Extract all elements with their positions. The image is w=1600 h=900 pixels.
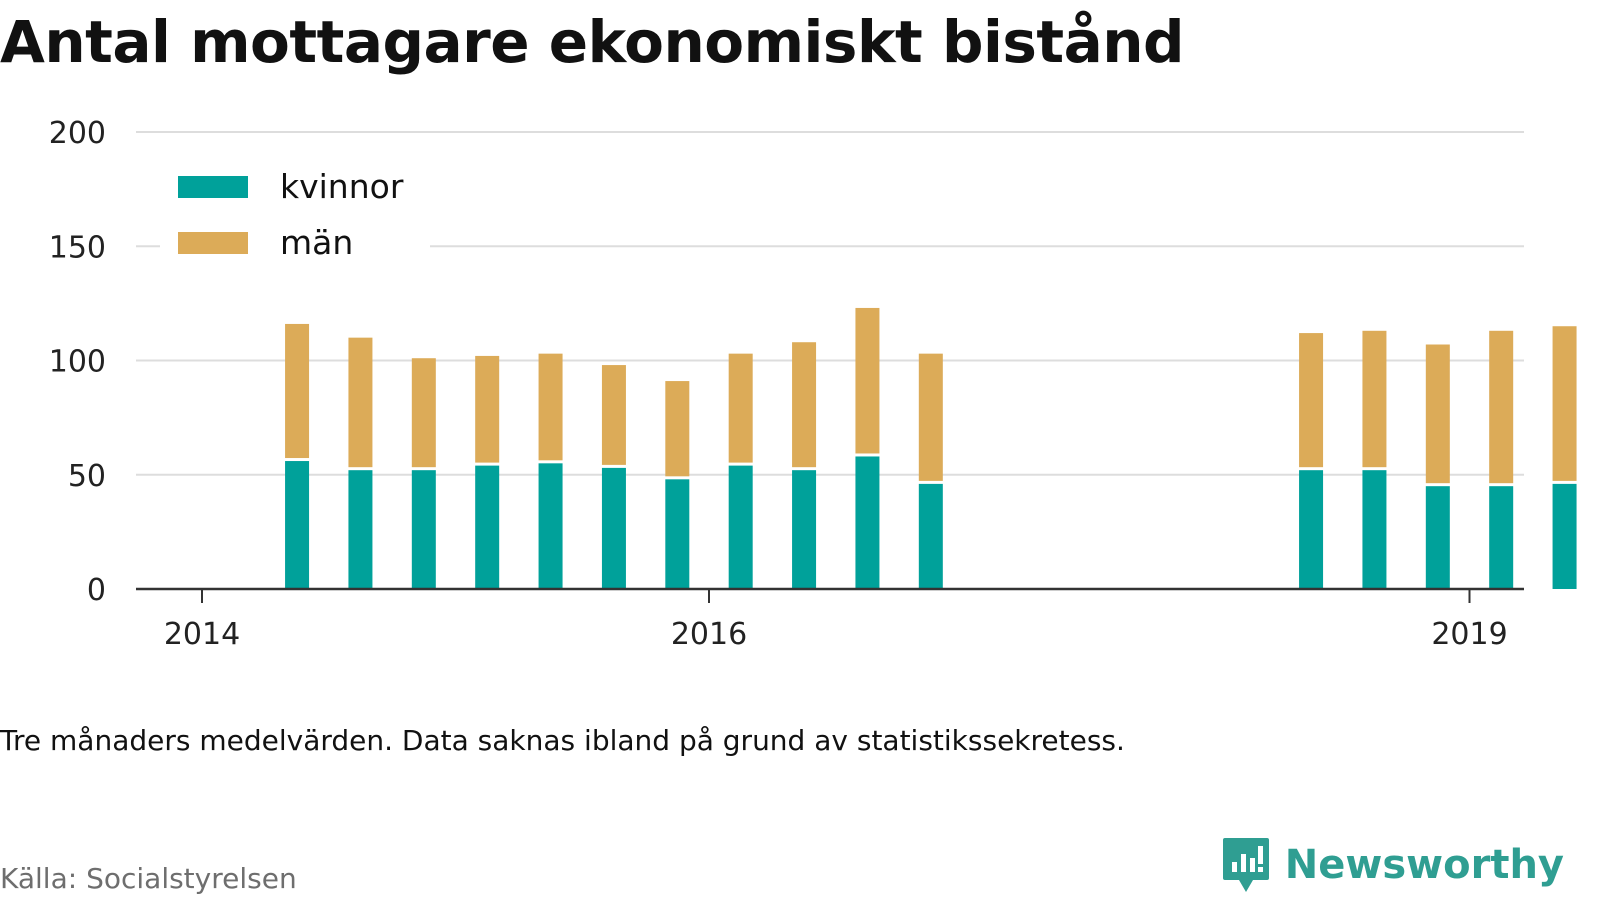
bar-man bbox=[475, 355, 500, 463]
bar-kvinnor bbox=[1362, 470, 1387, 589]
legend: kvinnor män bbox=[160, 162, 430, 270]
legend-label: kvinnor bbox=[280, 167, 404, 206]
bar-man bbox=[1552, 326, 1577, 481]
bar-man bbox=[1299, 333, 1324, 468]
bar-man bbox=[1489, 330, 1514, 484]
x-tick-label: 2016 bbox=[671, 617, 747, 652]
bar-kvinnor bbox=[855, 456, 880, 589]
bar-kvinnor bbox=[728, 465, 753, 589]
bar-man bbox=[285, 323, 310, 459]
bar-kvinnor bbox=[601, 467, 626, 589]
bar-man bbox=[792, 342, 817, 468]
brand-name: Newsworthy bbox=[1284, 842, 1564, 888]
y-axis: 0 50 100 150 200 bbox=[49, 116, 106, 608]
bar-kvinnor bbox=[1552, 483, 1577, 589]
bar-man bbox=[1362, 330, 1387, 468]
bar-man bbox=[665, 381, 690, 477]
legend-swatch bbox=[178, 232, 248, 254]
y-tick-label: 200 bbox=[49, 116, 106, 151]
bar-man bbox=[411, 358, 436, 468]
bar-man bbox=[538, 353, 563, 461]
source-credit: Källa: Socialstyrelsen bbox=[0, 862, 297, 895]
legend-swatch bbox=[178, 176, 248, 198]
bar-man bbox=[855, 307, 880, 454]
bar-kvinnor bbox=[1425, 486, 1450, 589]
chart-title: Antal mottagare ekonomiskt bistånd bbox=[0, 8, 1185, 76]
bar-kvinnor bbox=[1299, 470, 1324, 589]
newsworthy-logo-icon bbox=[1222, 838, 1269, 892]
bar-man bbox=[1425, 344, 1450, 484]
x-axis: 20142016201920212023 bbox=[136, 587, 1524, 652]
bar-kvinnor bbox=[411, 470, 436, 589]
bar-kvinnor bbox=[918, 483, 943, 589]
bar-kvinnor bbox=[792, 470, 817, 589]
y-tick-label: 100 bbox=[49, 345, 106, 380]
bar-man bbox=[728, 353, 753, 463]
bar-kvinnor bbox=[1489, 486, 1514, 589]
bar-kvinnor bbox=[538, 463, 563, 589]
bar-man bbox=[601, 365, 626, 465]
bar-man bbox=[348, 337, 373, 468]
bar-kvinnor bbox=[475, 465, 500, 589]
y-tick-label: 150 bbox=[49, 230, 106, 265]
brand-logo[interactable]: Newsworthy bbox=[1221, 836, 1564, 894]
chart-note: Tre månaders medelvärden. Data saknas ib… bbox=[0, 724, 1125, 757]
bar-man bbox=[918, 353, 943, 481]
x-tick-label: 2019 bbox=[1431, 617, 1507, 652]
bar-kvinnor bbox=[665, 479, 690, 589]
bar-kvinnor bbox=[348, 470, 373, 589]
y-tick-label: 0 bbox=[87, 573, 106, 608]
y-tick-label: 50 bbox=[68, 459, 106, 494]
legend-label: män bbox=[280, 223, 353, 262]
bar-kvinnor bbox=[285, 461, 310, 589]
bars bbox=[285, 307, 1577, 589]
x-tick-label: 2014 bbox=[164, 617, 240, 652]
